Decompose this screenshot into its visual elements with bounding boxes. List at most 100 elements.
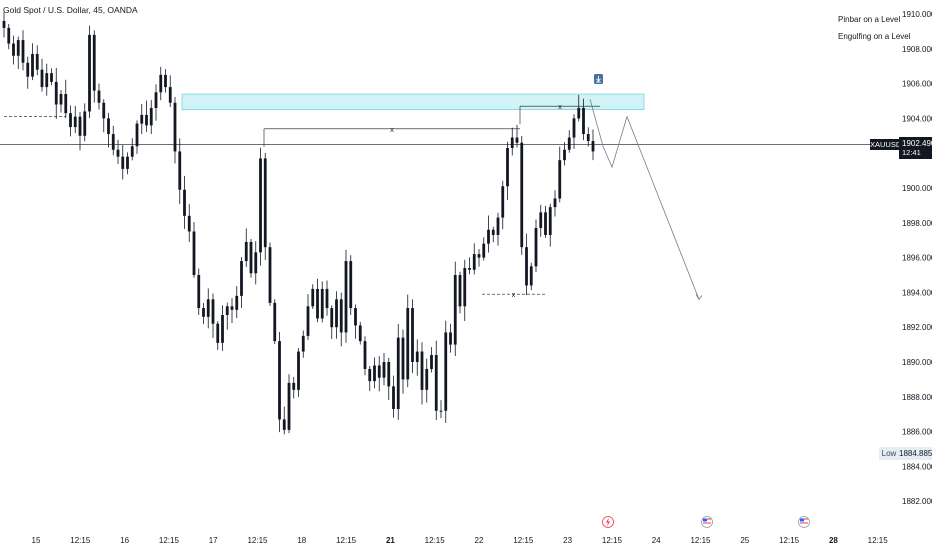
- candle: [230, 298, 234, 324]
- y-tick-label: 1890.000: [902, 358, 932, 367]
- candle: [449, 323, 452, 353]
- candle: [92, 30, 96, 103]
- candle: [406, 294, 410, 388]
- candle: [415, 339, 419, 376]
- x-tick-label: 23: [563, 536, 572, 545]
- candle: [197, 268, 201, 316]
- candle: [54, 67, 58, 119]
- candle: [202, 302, 205, 325]
- candle: [287, 374, 291, 434]
- candle: [525, 233, 528, 295]
- candle: [477, 249, 481, 267]
- candle: [430, 347, 433, 373]
- x-tick-label: 12:15: [70, 536, 91, 545]
- y-tick-label: 1896.000: [902, 254, 932, 263]
- candle: [496, 212, 500, 246]
- candle: [244, 228, 248, 267]
- legend-item-engulfing[interactable]: Engulfing on a Level: [838, 32, 911, 41]
- candle: [297, 348, 300, 397]
- candle: [515, 124, 519, 148]
- candle: [572, 114, 576, 150]
- current-price-tag: XAUUSD 1902.490 12:41: [870, 137, 932, 159]
- candle: [149, 100, 153, 135]
- y-tick-label: 1884.000: [902, 462, 932, 471]
- candle: [396, 323, 400, 420]
- y-tick-label: 1882.000: [902, 497, 932, 506]
- x-tick-label: 12:15: [513, 536, 534, 545]
- candle: [130, 138, 134, 161]
- candle: [216, 321, 220, 350]
- candle: [292, 376, 296, 399]
- candle: [259, 147, 262, 266]
- candle: [135, 120, 139, 154]
- candle: [392, 375, 395, 418]
- resistance-zone[interactable]: [181, 93, 645, 111]
- candle: [140, 104, 144, 135]
- y-tick-label: 1904.000: [902, 114, 932, 123]
- candle: [221, 305, 224, 351]
- candle: [453, 261, 457, 357]
- x-tick-label: 22: [475, 536, 484, 545]
- candle: [586, 127, 590, 147]
- candle: [225, 302, 229, 330]
- candle: [301, 330, 305, 358]
- projection-arrowhead: [695, 294, 703, 301]
- candle: [31, 43, 34, 81]
- candle: [458, 271, 462, 314]
- symbol-label: XAUUSD: [870, 139, 902, 150]
- candle: [544, 205, 547, 238]
- x-tick-label: 16: [120, 536, 129, 545]
- candle: [320, 281, 324, 323]
- y-tick-label: 1898.000: [902, 219, 932, 228]
- candle: [377, 356, 381, 392]
- x-tick-label: 12:15: [425, 536, 446, 545]
- low-value: 1884.885: [899, 447, 932, 460]
- candle: [325, 280, 329, 316]
- candle: [12, 35, 15, 65]
- candle: [548, 203, 552, 247]
- x-tick-label: 15: [32, 536, 41, 545]
- candle: [468, 257, 471, 275]
- candle: [159, 66, 163, 101]
- candle: [111, 125, 115, 156]
- candle: [358, 321, 362, 345]
- candle: [116, 139, 120, 165]
- candle: [78, 111, 82, 151]
- candle: [183, 175, 186, 229]
- lightning-icon[interactable]: [602, 516, 614, 528]
- us-flag-icon[interactable]: [798, 516, 810, 528]
- x-tick-label: 12:15: [779, 536, 800, 545]
- us-flag-icon[interactable]: [701, 516, 713, 528]
- candle: [506, 141, 509, 200]
- candle: [520, 135, 524, 255]
- candle: [21, 30, 25, 71]
- candle: [553, 190, 557, 217]
- candle: [26, 56, 30, 89]
- candle: [83, 103, 87, 142]
- legend-item-pinbar[interactable]: Pinbar on a Level: [838, 15, 901, 24]
- candle: [35, 45, 39, 76]
- x-tick-label: 18: [297, 536, 306, 545]
- candle: [411, 299, 414, 374]
- candle: [64, 79, 68, 119]
- download-marker-icon[interactable]: [594, 74, 603, 84]
- candle: [373, 357, 376, 389]
- candle: [69, 105, 72, 137]
- level-label: x: [512, 292, 516, 299]
- candle: [145, 100, 148, 132]
- candle: [591, 129, 595, 161]
- level-label: x: [390, 127, 394, 134]
- x-tick-label: 25: [740, 536, 749, 545]
- candle: [73, 105, 77, 134]
- candle: [316, 278, 319, 323]
- candle: [420, 342, 424, 405]
- candle: [168, 75, 172, 107]
- x-tick-label: 12:15: [868, 536, 889, 545]
- candle: [339, 292, 343, 347]
- candle: [491, 226, 495, 243]
- candle: [173, 96, 177, 164]
- candle: [482, 237, 486, 261]
- candle: [187, 204, 191, 242]
- x-tick-label: 24: [652, 536, 661, 545]
